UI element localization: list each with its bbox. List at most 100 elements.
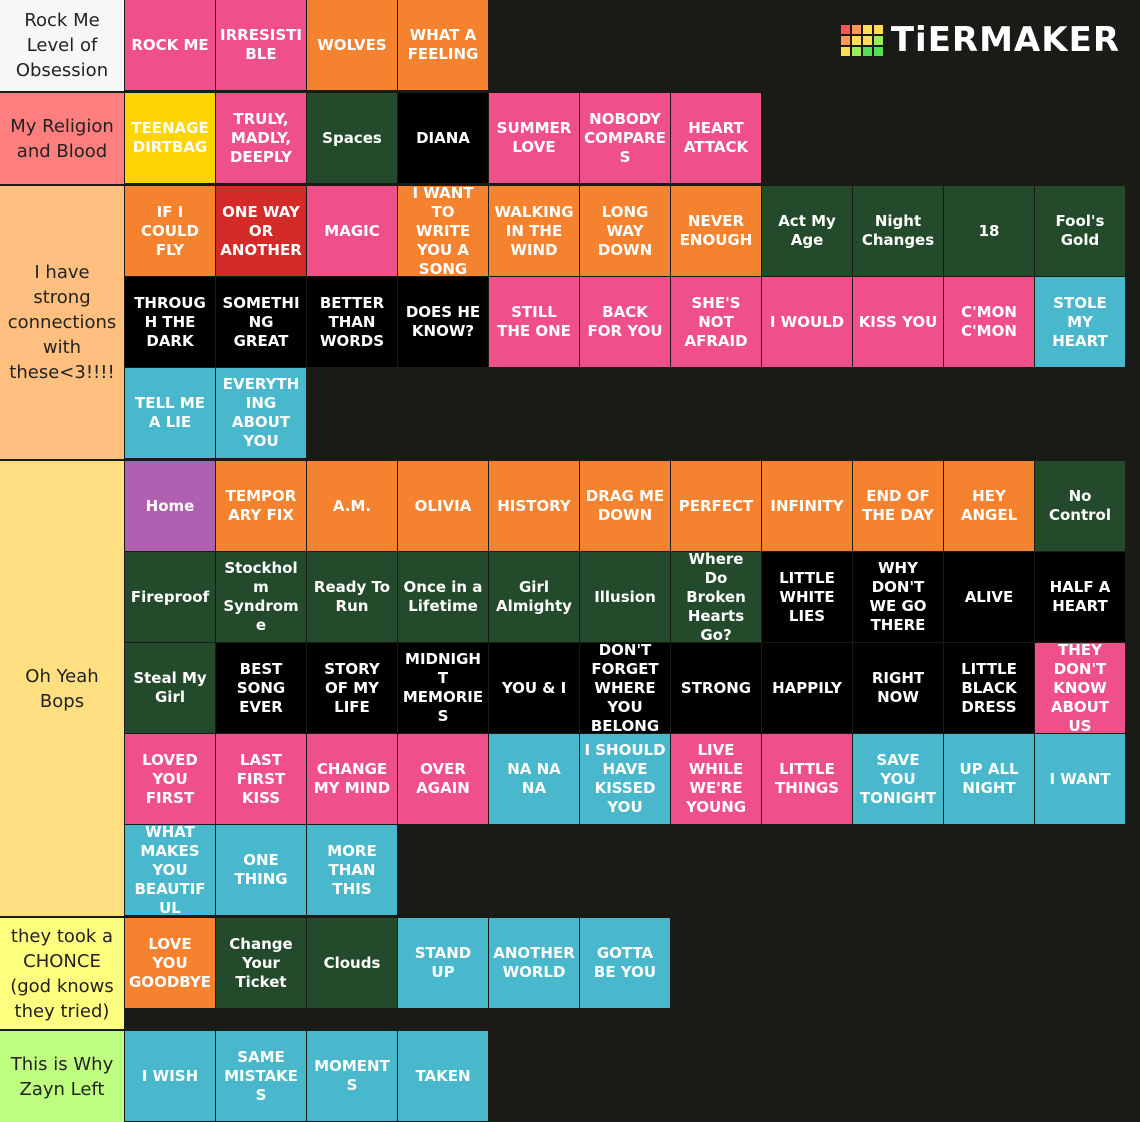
song-tile[interactable]: NOBODY COMPARES: [580, 93, 670, 183]
song-tile[interactable]: 18: [944, 186, 1034, 276]
song-tile[interactable]: KISS YOU: [853, 277, 943, 367]
song-tile[interactable]: OLIVIA: [398, 461, 488, 551]
song-tile[interactable]: HISTORY: [489, 461, 579, 551]
song-tile[interactable]: BEST SONG EVER: [216, 643, 306, 733]
song-tile[interactable]: Home: [125, 461, 215, 551]
song-tile[interactable]: NEVER ENOUGH: [671, 186, 761, 276]
song-tile[interactable]: Once in a Lifetime: [398, 552, 488, 642]
song-tile[interactable]: LONG WAY DOWN: [580, 186, 670, 276]
tier-row: Oh Yeah Bops Home TEMPORARY FIX A.M. OLIVIA H…: [0, 461, 1140, 918]
song-tile[interactable]: ROCK ME: [125, 0, 215, 90]
song-tile[interactable]: WOLVES: [307, 0, 397, 90]
song-tile[interactable]: MIDNIGHT MEMORIES: [398, 643, 488, 733]
song-tile[interactable]: RIGHT NOW: [853, 643, 943, 733]
song-tile[interactable]: I WANT TO WRITE YOU A SONG: [398, 184, 488, 278]
song-tile[interactable]: Change Your Ticket: [216, 918, 306, 1008]
song-tile[interactable]: GOTTA BE YOU: [580, 918, 670, 1008]
song-tile[interactable]: Where Do Broken Hearts Go?: [671, 550, 761, 644]
song-tile[interactable]: TELL ME A LIE: [125, 368, 215, 458]
song-tile[interactable]: WHAT A FEELING: [398, 0, 488, 90]
song-tile[interactable]: LAST FIRST KISS: [216, 734, 306, 824]
song-tile[interactable]: INFINITY: [762, 461, 852, 551]
song-tile[interactable]: Girl Almighty: [489, 552, 579, 642]
song-tile[interactable]: HEART ATTACK: [671, 93, 761, 183]
song-tile[interactable]: ANOTHER WORLD: [489, 918, 579, 1008]
song-tile[interactable]: END OF THE DAY: [853, 461, 943, 551]
song-tile[interactable]: LITTLE THINGS: [762, 734, 852, 824]
song-tile[interactable]: THROUGH THE DARK: [125, 277, 215, 367]
song-tile[interactable]: BACK FOR YOU: [580, 277, 670, 367]
song-tile[interactable]: ONE THING: [216, 825, 306, 915]
song-tile[interactable]: Steal My Girl: [125, 643, 215, 733]
song-tile[interactable]: Ready To Run: [307, 552, 397, 642]
song-tile[interactable]: NA NA NA: [489, 734, 579, 824]
song-tile[interactable]: OVER AGAIN: [398, 734, 488, 824]
song-tile[interactable]: STAND UP: [398, 918, 488, 1008]
song-tile[interactable]: SOMETHING GREAT: [216, 277, 306, 367]
tier-label: I have strong connections with these<3!!…: [0, 186, 124, 459]
song-tile[interactable]: TRULY, MADLY, DEEPLY: [216, 93, 306, 183]
song-tile[interactable]: DON'T FORGET WHERE YOU BELONG: [580, 641, 670, 735]
song-tile[interactable]: IF I COULD FLY: [125, 186, 215, 276]
song-tile[interactable]: CHANGE MY MIND: [307, 734, 397, 824]
song-tile[interactable]: LITTLE BLACK DRESS: [944, 643, 1034, 733]
tier-row: they took a CHONCE (god knows they tried…: [0, 918, 1140, 1031]
tier-items: TEENAGE DIRTBAG TRULY, MADLY, DEEPLY Space…: [125, 93, 1140, 184]
song-tile[interactable]: HEY ANGEL: [944, 461, 1034, 551]
tier-row: Rock Me Level of Obsession ROCK ME IRRESIS…: [0, 0, 1140, 93]
song-tile[interactable]: STOLE MY HEART: [1035, 277, 1125, 367]
song-tile[interactable]: HAPPILY: [762, 643, 852, 733]
song-tile[interactable]: WHY DON'T WE GO THERE: [853, 552, 943, 642]
song-tile[interactable]: ALIVE: [944, 552, 1034, 642]
song-tile[interactable]: TEMPORARY FIX: [216, 461, 306, 551]
song-tile[interactable]: DOES HE KNOW?: [398, 277, 488, 367]
song-tile[interactable]: YOU & I: [489, 643, 579, 733]
song-tile[interactable]: STILL THE ONE: [489, 277, 579, 367]
song-tile[interactable]: Illusion: [580, 552, 670, 642]
song-tile[interactable]: WHAT MAKES YOU BEAUTIFUL: [125, 823, 215, 917]
song-tile[interactable]: EVERYTHING ABOUT YOU: [216, 368, 306, 458]
song-tile[interactable]: LIVE WHILE WE'RE YOUNG: [671, 734, 761, 824]
song-tile[interactable]: STORY OF MY LIFE: [307, 643, 397, 733]
song-tile[interactable]: UP ALL NIGHT: [944, 734, 1034, 824]
song-tile[interactable]: A.M.: [307, 461, 397, 551]
song-tile[interactable]: MORE THAN THIS: [307, 825, 397, 915]
song-tile[interactable]: WALKING IN THE WIND: [489, 186, 579, 276]
song-tile[interactable]: Clouds: [307, 918, 397, 1008]
song-tile[interactable]: TEENAGE DIRTBAG: [125, 93, 215, 183]
song-tile[interactable]: I WISH: [125, 1031, 215, 1121]
song-tile[interactable]: Spaces: [307, 93, 397, 183]
song-tile[interactable]: BETTER THAN WORDS: [307, 277, 397, 367]
song-tile[interactable]: SAVE YOU TONIGHT: [853, 734, 943, 824]
song-tile[interactable]: Fireproof: [125, 552, 215, 642]
song-tile[interactable]: SUMMER LOVE: [489, 93, 579, 183]
song-tile[interactable]: Stockholm Syndrome: [216, 552, 306, 642]
tier-items: LOVE YOU GOODBYE Change Your Ticket Clouds…: [125, 918, 1140, 1029]
song-tile[interactable]: PERFECT: [671, 461, 761, 551]
song-tile[interactable]: ONE WAY OR ANOTHER: [216, 186, 306, 276]
song-tile[interactable]: SAME MISTAKES: [216, 1031, 306, 1121]
song-tile[interactable]: LOVED YOU FIRST: [125, 734, 215, 824]
song-tile[interactable]: STRONG: [671, 643, 761, 733]
song-tile[interactable]: I WANT: [1035, 734, 1125, 824]
tier-items: I WISH SAME MISTAKES MOMENTS TAKEN: [125, 1031, 1140, 1122]
song-tile[interactable]: SHE'S NOT AFRAID: [671, 277, 761, 367]
song-tile[interactable]: DRAG ME DOWN: [580, 461, 670, 551]
song-tile[interactable]: C'MON C'MON: [944, 277, 1034, 367]
song-tile[interactable]: Fool's Gold: [1035, 186, 1125, 276]
song-tile[interactable]: I WOULD: [762, 277, 852, 367]
song-tile[interactable]: Night Changes: [853, 186, 943, 276]
song-tile[interactable]: LOVE YOU GOODBYE: [125, 918, 215, 1008]
song-tile[interactable]: DIANA: [398, 93, 488, 183]
song-tile[interactable]: IRRESISTIBLE: [216, 0, 306, 90]
song-tile[interactable]: HALF A HEART: [1035, 552, 1125, 642]
tier-row: My Religion and Blood TEENAGE DIRTBAG TRUL…: [0, 93, 1140, 186]
song-tile[interactable]: Act My Age: [762, 186, 852, 276]
song-tile[interactable]: THEY DON'T KNOW ABOUT US: [1035, 641, 1125, 735]
song-tile[interactable]: MAGIC: [307, 186, 397, 276]
song-tile[interactable]: LITTLE WHITE LIES: [762, 552, 852, 642]
song-tile[interactable]: MOMENTS: [307, 1031, 397, 1121]
song-tile[interactable]: No Control: [1035, 461, 1125, 551]
song-tile[interactable]: I SHOULD HAVE KISSED YOU: [580, 734, 670, 824]
song-tile[interactable]: TAKEN: [398, 1031, 488, 1121]
